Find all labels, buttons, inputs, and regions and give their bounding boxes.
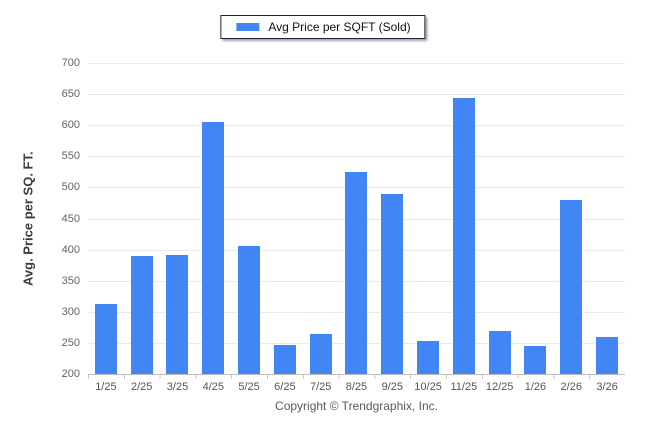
bar-1/25[interactable]	[94, 303, 117, 374]
y-tick-label: 350	[61, 274, 80, 287]
bar-10/25[interactable]	[417, 341, 440, 374]
x-tick-label: 11/25	[450, 381, 478, 393]
chart-legend: Avg Price per SQFT (Sold)	[220, 15, 426, 39]
bar-slot	[160, 63, 196, 374]
bar-slot	[446, 63, 482, 374]
bar-slot	[589, 63, 625, 374]
bar-slot	[339, 63, 375, 374]
x-tick-label: 6/25	[274, 381, 296, 393]
x-tick-label: 2/26	[560, 381, 582, 393]
legend-swatch-icon	[236, 23, 260, 31]
bar-slot	[374, 63, 410, 374]
bar-5/25[interactable]	[238, 245, 261, 374]
bar-9/25[interactable]	[381, 194, 404, 374]
bar-slot	[553, 63, 589, 374]
y-tick-label: 500	[61, 181, 80, 194]
bar-slot	[303, 63, 339, 374]
x-tick-label: 5/25	[238, 381, 260, 393]
bar-slot	[231, 63, 267, 374]
bar-slot	[124, 63, 160, 374]
bar-slot	[195, 63, 231, 374]
gridline	[88, 63, 625, 64]
gridline	[88, 125, 625, 127]
y-tick-label: 550	[61, 150, 80, 163]
y-tick-label: 700	[61, 57, 80, 69]
bar-1/26[interactable]	[524, 346, 547, 374]
x-axis-tick-labels: 1/25 2/25 3/25 4/25 5/25 6/25 7/25 8/25 9/25 10/2…	[88, 381, 625, 393]
y-tick-label: 400	[61, 243, 80, 256]
x-axis-ticks	[88, 375, 625, 379]
bar-2/26[interactable]	[560, 199, 583, 374]
y-axis-title: Avg. Price per SQ. FT.	[20, 151, 36, 286]
x-tick-label: 3/25	[166, 381, 189, 393]
bar-6/25[interactable]	[273, 345, 296, 374]
x-tick-label: 10/25	[414, 381, 442, 393]
bar-11/25[interactable]	[452, 98, 475, 374]
x-tick-label: 7/25	[309, 381, 332, 393]
x-tick-label: 12/25	[485, 381, 514, 393]
y-tick-label: 450	[61, 212, 80, 225]
bar-slot	[482, 63, 518, 374]
bar-12/25[interactable]	[488, 331, 511, 374]
bar-series	[88, 63, 625, 374]
copyright-text: Copyright © Trendgraphix, Inc.	[275, 399, 438, 413]
x-tick-label: 9/25	[381, 381, 403, 393]
y-tick-label: 200	[61, 368, 80, 380]
gridline	[88, 156, 625, 158]
x-tick-label: 1/26	[524, 381, 547, 393]
bar-slot	[410, 63, 446, 374]
bar-slot	[267, 63, 303, 374]
y-tick-label: 650	[61, 88, 80, 101]
bar-3/25[interactable]	[166, 254, 189, 374]
bar-slot	[518, 63, 554, 374]
bar-8/25[interactable]	[345, 171, 368, 374]
bar-7/25[interactable]	[309, 334, 332, 374]
bar-slot	[88, 63, 124, 374]
x-tick-label: 8/25	[345, 381, 368, 393]
bar-2/25[interactable]	[130, 255, 153, 374]
y-tick-label: 600	[61, 119, 80, 132]
bar-3/26[interactable]	[596, 337, 619, 374]
x-tick-label: 2/25	[130, 381, 153, 393]
y-tick-label: 250	[61, 336, 80, 349]
x-tick-label: 4/25	[202, 381, 224, 393]
bar-4/25[interactable]	[202, 122, 225, 374]
legend-label: Avg Price per SQFT (Sold)	[268, 20, 411, 34]
y-tick-label: 300	[61, 305, 80, 318]
x-tick-label: 1/25	[95, 381, 117, 393]
x-tick-label: 3/26	[596, 381, 618, 393]
gridline	[88, 94, 625, 96]
